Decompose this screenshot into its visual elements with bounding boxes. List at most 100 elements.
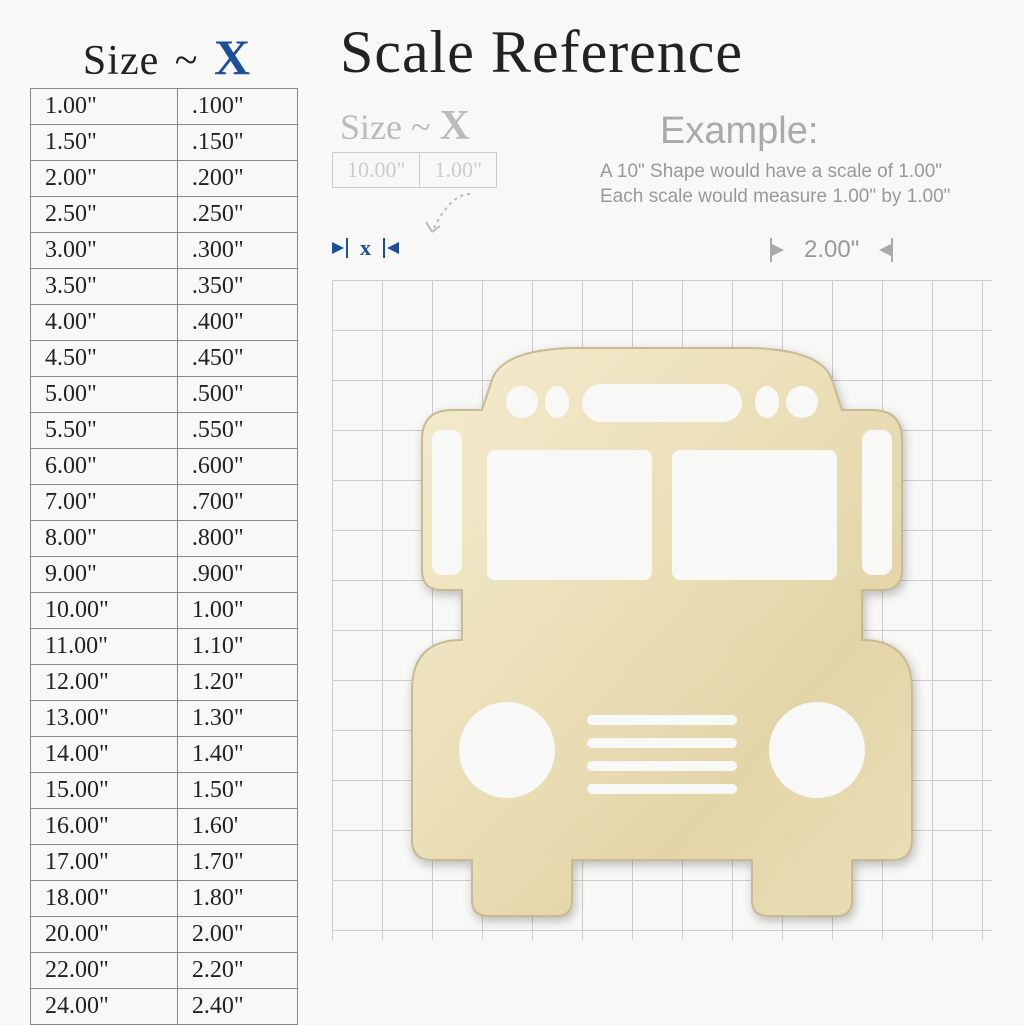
arrow-left-icon bbox=[879, 244, 891, 256]
table-cell: .450" bbox=[177, 341, 297, 377]
example-title: Example: bbox=[660, 110, 818, 153]
sub-size-x: X bbox=[439, 103, 469, 149]
page-title: Scale Reference bbox=[340, 18, 743, 87]
table-cell: 2.00" bbox=[31, 161, 178, 197]
table-cell: 13.00" bbox=[31, 701, 178, 737]
table-row: 18.00"1.80" bbox=[31, 881, 298, 917]
example-text: A 10" Shape would have a scale of 1.00" … bbox=[600, 160, 950, 209]
table-cell: 11.00" bbox=[31, 629, 178, 665]
table-cell: 3.00" bbox=[31, 233, 178, 269]
table-row: 8.00".800" bbox=[31, 521, 298, 557]
table-cell: 1.70" bbox=[177, 845, 297, 881]
table-row: 5.00".500" bbox=[31, 377, 298, 413]
arrow-left-icon bbox=[387, 242, 399, 254]
table-row: 7.00".700" bbox=[31, 485, 298, 521]
sub-size-table: 10.00" 1.00" bbox=[332, 152, 497, 188]
dotted-arrow-icon bbox=[420, 192, 480, 242]
table-cell: .900" bbox=[177, 557, 297, 593]
table-cell: 5.50" bbox=[31, 413, 178, 449]
reference-grid bbox=[332, 280, 992, 940]
table-row: 3.50".350" bbox=[31, 269, 298, 305]
school-bus-icon bbox=[372, 340, 952, 920]
table-cell: .250" bbox=[177, 197, 297, 233]
table-row: 1.00".100" bbox=[31, 89, 298, 125]
table-row: 4.00".400" bbox=[31, 305, 298, 341]
table-cell: 24.00" bbox=[31, 989, 178, 1025]
table-cell: .150" bbox=[177, 125, 297, 161]
table-row: 11.00"1.10" bbox=[31, 629, 298, 665]
table-cell: .200" bbox=[177, 161, 297, 197]
table-cell: .600" bbox=[177, 449, 297, 485]
x-marker-label: x bbox=[360, 235, 371, 261]
table-row: 10.00"1.00" bbox=[31, 593, 298, 629]
shape-illustration bbox=[372, 340, 952, 920]
table-cell: 1.50" bbox=[177, 773, 297, 809]
arrow-right-icon bbox=[772, 244, 784, 256]
table-cell: 2.40" bbox=[177, 989, 297, 1025]
example-line-1: A 10" Shape would have a scale of 1.00" bbox=[600, 160, 950, 185]
page: Size ~ X 1.00".100"1.50".150"2.00".200"2… bbox=[0, 0, 1024, 1024]
table-row: 5.50".550" bbox=[31, 413, 298, 449]
table-cell: 8.00" bbox=[31, 521, 178, 557]
table-cell: 9.00" bbox=[31, 557, 178, 593]
table-row: 1.50".150" bbox=[31, 125, 298, 161]
sub-cell-b: 1.00" bbox=[420, 153, 496, 188]
table-cell: 2.50" bbox=[31, 197, 178, 233]
table-cell: 7.00" bbox=[31, 485, 178, 521]
table-cell: .100" bbox=[177, 89, 297, 125]
table-row: 22.00"2.20" bbox=[31, 953, 298, 989]
two-marker-label: 2.00" bbox=[804, 236, 859, 264]
table-row: 12.00"1.20" bbox=[31, 665, 298, 701]
table-cell: .500" bbox=[177, 377, 297, 413]
table-cell: 2.20" bbox=[177, 953, 297, 989]
two-inch-marker: 2.00" bbox=[770, 236, 893, 264]
size-x-label: X bbox=[214, 29, 251, 85]
table-cell: 20.00" bbox=[31, 917, 178, 953]
table-row: 13.00"1.30" bbox=[31, 701, 298, 737]
table-cell: 1.10" bbox=[177, 629, 297, 665]
table-cell: 1.20" bbox=[177, 665, 297, 701]
table-cell: 6.00" bbox=[31, 449, 178, 485]
table-cell: 10.00" bbox=[31, 593, 178, 629]
table-cell: 14.00" bbox=[31, 737, 178, 773]
table-cell: .400" bbox=[177, 305, 297, 341]
table-cell: 15.00" bbox=[31, 773, 178, 809]
table-row: 2.50".250" bbox=[31, 197, 298, 233]
table-row: 14.00"1.40" bbox=[31, 737, 298, 773]
size-table-header: Size ~ X bbox=[42, 28, 292, 86]
table-row: 16.00"1.60' bbox=[31, 809, 298, 845]
size-tilde: ~ bbox=[175, 38, 199, 84]
table-cell: .350" bbox=[177, 269, 297, 305]
table-cell: 3.50" bbox=[31, 269, 178, 305]
table-cell: 2.00" bbox=[177, 917, 297, 953]
sub-size-label: Size bbox=[340, 107, 402, 147]
table-cell: 17.00" bbox=[31, 845, 178, 881]
table-row: 15.00"1.50" bbox=[31, 773, 298, 809]
table-cell: 1.50" bbox=[31, 125, 178, 161]
table-row: 17.00"1.70" bbox=[31, 845, 298, 881]
table-cell: 4.50" bbox=[31, 341, 178, 377]
table-row: 2.00".200" bbox=[31, 161, 298, 197]
table-row: 4.50".450" bbox=[31, 341, 298, 377]
table-cell: 1.00" bbox=[177, 593, 297, 629]
table-cell: 18.00" bbox=[31, 881, 178, 917]
table-cell: .550" bbox=[177, 413, 297, 449]
table-cell: 1.00" bbox=[31, 89, 178, 125]
table-cell: 1.30" bbox=[177, 701, 297, 737]
table-row: 9.00".900" bbox=[31, 557, 298, 593]
arrow-right-icon bbox=[332, 242, 344, 254]
table-row: 20.00"2.00" bbox=[31, 917, 298, 953]
table-cell: 1.60' bbox=[177, 809, 297, 845]
table-cell: 1.40" bbox=[177, 737, 297, 773]
table-row: 24.00"2.40" bbox=[31, 989, 298, 1025]
table-row: 3.00".300" bbox=[31, 233, 298, 269]
table-cell: .700" bbox=[177, 485, 297, 521]
table-row: 6.00".600" bbox=[31, 449, 298, 485]
table-cell: 16.00" bbox=[31, 809, 178, 845]
table-cell: 5.00" bbox=[31, 377, 178, 413]
table-cell: 12.00" bbox=[31, 665, 178, 701]
table-cell: 1.80" bbox=[177, 881, 297, 917]
table-cell: 22.00" bbox=[31, 953, 178, 989]
table-cell: .300" bbox=[177, 233, 297, 269]
x-dimension-marker: x bbox=[332, 235, 399, 261]
